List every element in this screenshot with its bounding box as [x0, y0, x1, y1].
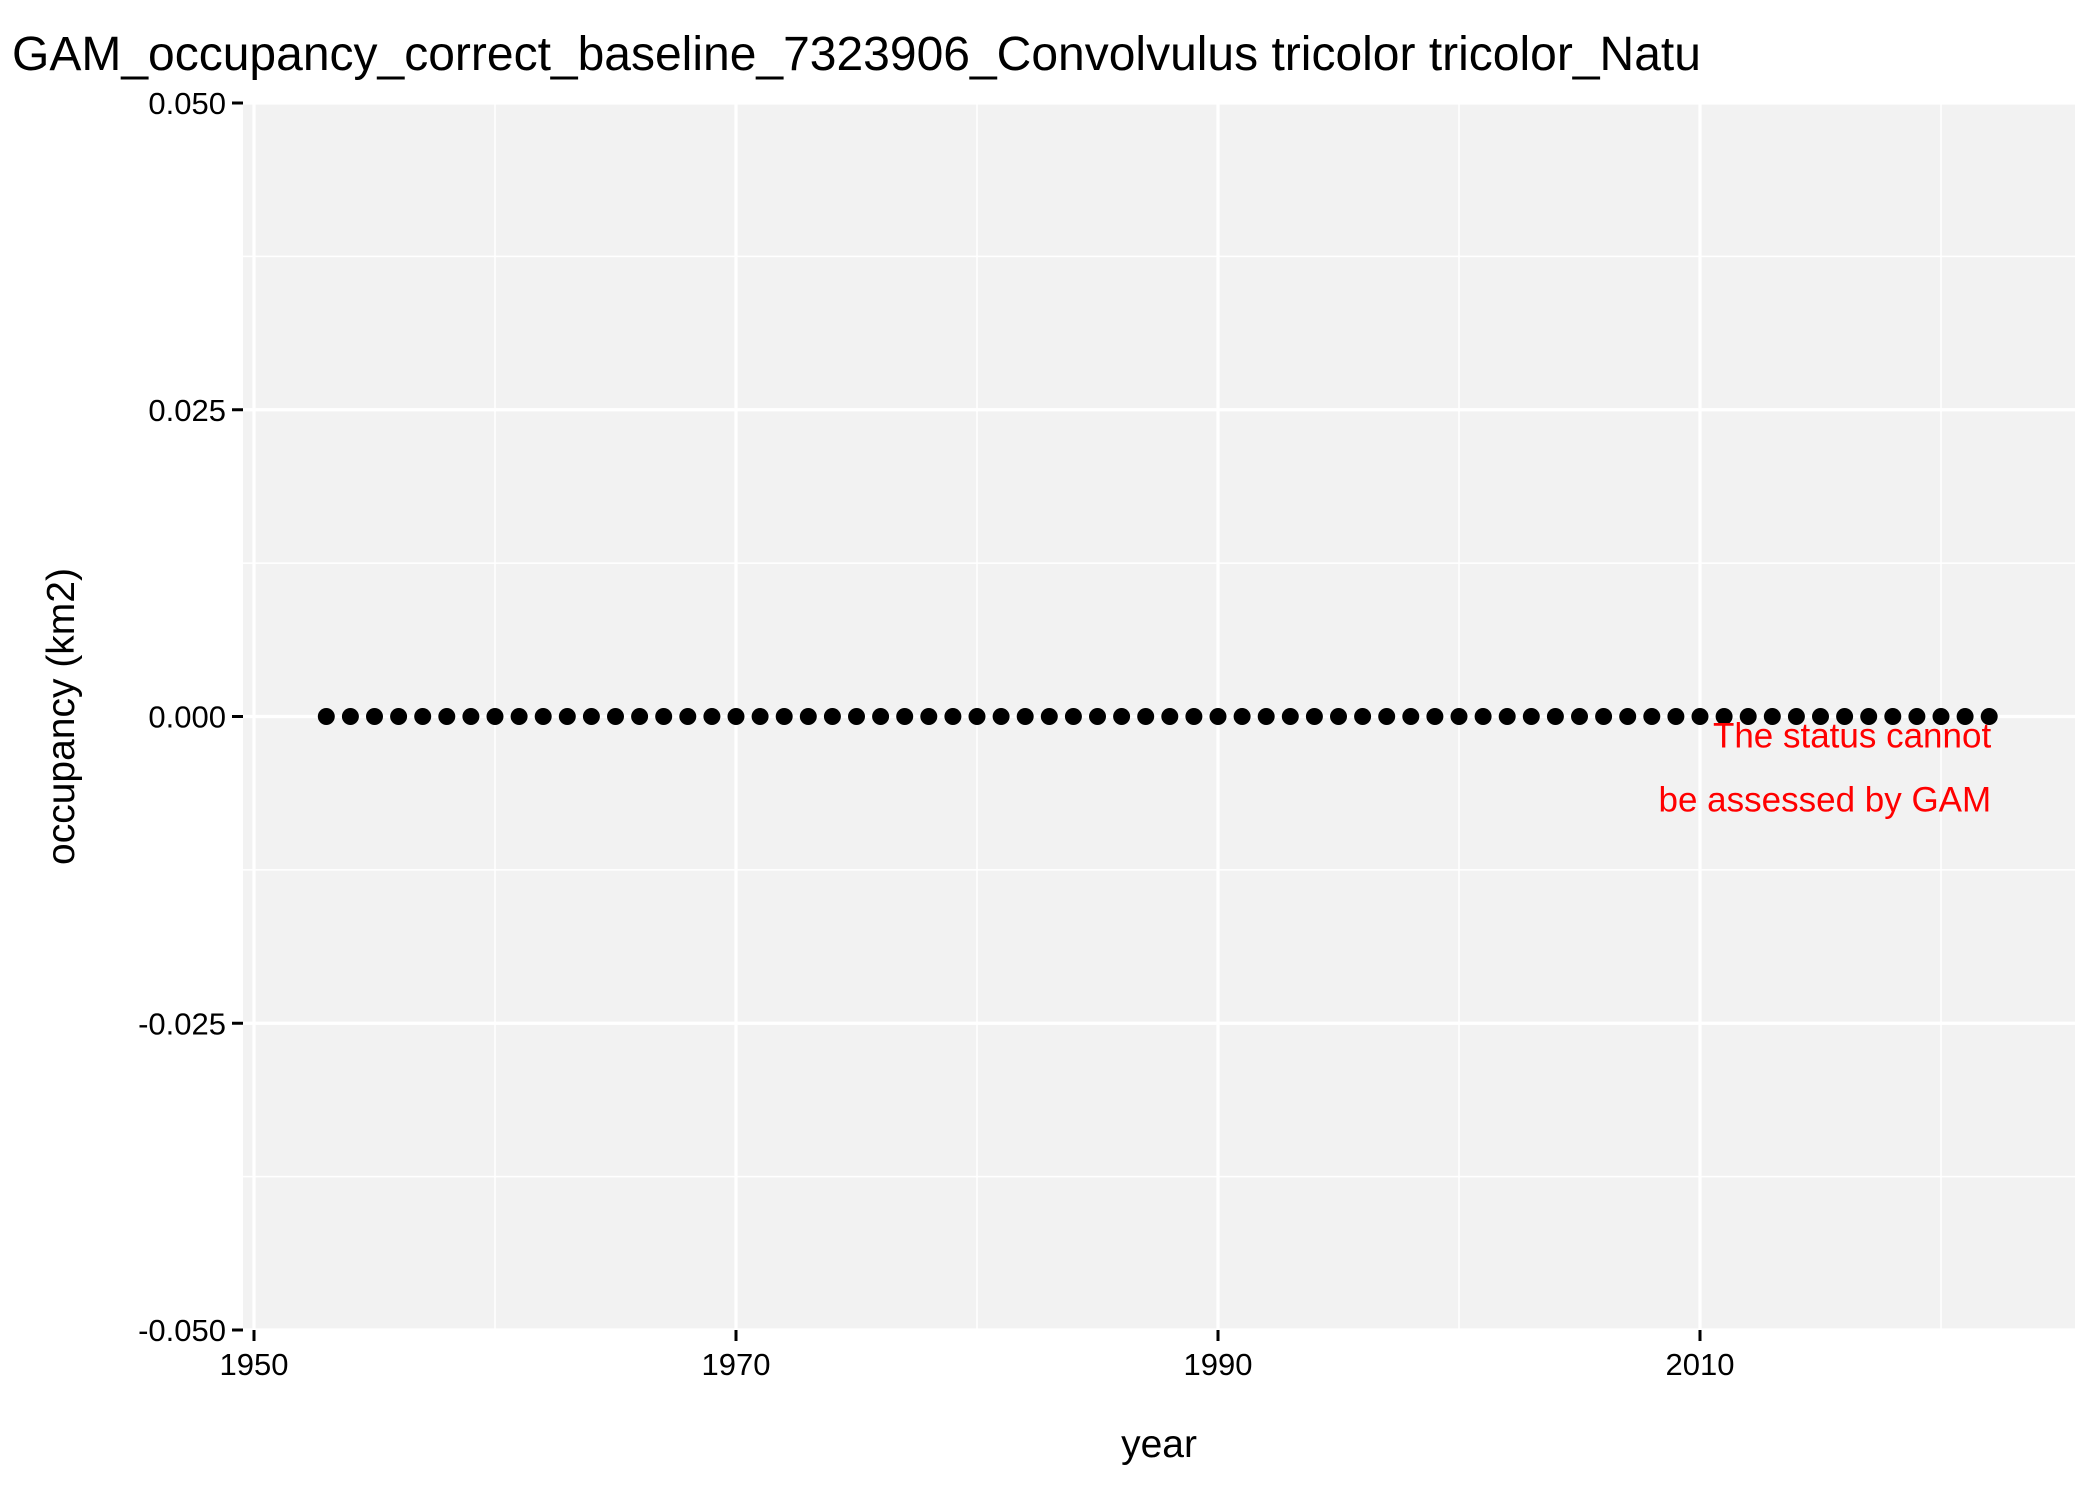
- data-point: [1860, 708, 1878, 725]
- data-point: [1281, 708, 1299, 725]
- data-point: [944, 708, 962, 725]
- data-point: [1980, 708, 1998, 725]
- data-point: [896, 708, 914, 725]
- data-point: [1402, 708, 1420, 725]
- data-point: [848, 708, 865, 725]
- data-point: [534, 708, 552, 725]
- data-point: [703, 708, 721, 725]
- data-point: [438, 708, 456, 725]
- data-point: [1691, 708, 1709, 725]
- y-axis-title: occupancy (km2): [40, 568, 83, 865]
- data-point: [775, 708, 793, 725]
- data-point: [1161, 708, 1179, 725]
- data-point: [1763, 708, 1781, 725]
- data-point: [992, 708, 1010, 725]
- x-tick-label: 1950: [220, 1347, 289, 1382]
- status-annotation: The status cannot be assessed by GAM: [1659, 717, 1992, 820]
- data-point: [1089, 708, 1106, 725]
- data-point: [655, 708, 673, 725]
- data-point: [462, 708, 480, 725]
- data-point: [1522, 708, 1540, 725]
- data-point: [1354, 708, 1372, 725]
- data-point: [1836, 708, 1854, 725]
- data-point: [1378, 708, 1396, 725]
- data-point: [317, 708, 335, 725]
- data-point: [1546, 708, 1564, 725]
- chart-title: GAM_occupancy_correct_baseline_7323906_C…: [12, 28, 1701, 81]
- data-point: [679, 708, 697, 725]
- data-point: [582, 708, 600, 725]
- data-point: [1498, 708, 1516, 725]
- data-point: [1137, 708, 1155, 725]
- data-point: [486, 708, 504, 725]
- data-point: [1908, 708, 1926, 725]
- data-points: [317, 708, 1998, 725]
- x-axis-title: year: [1121, 1423, 1197, 1466]
- data-point: [1619, 708, 1637, 725]
- data-point: [1233, 708, 1251, 725]
- y-tick-label: 0.025: [148, 393, 226, 428]
- data-point: [558, 708, 576, 725]
- data-point: [366, 708, 383, 725]
- y-tick-label: 0.050: [148, 86, 226, 121]
- data-point: [341, 708, 359, 725]
- data-point: [1040, 708, 1058, 725]
- data-point: [631, 708, 649, 725]
- data-point: [1571, 708, 1588, 725]
- data-point: [1113, 708, 1131, 725]
- data-point: [799, 708, 817, 725]
- data-point: [1667, 708, 1685, 725]
- annotation-line: The status cannot: [1713, 717, 1991, 756]
- data-point: [1884, 708, 1902, 725]
- data-point: [1185, 708, 1203, 725]
- data-point: [1016, 708, 1034, 725]
- data-point: [1450, 708, 1468, 725]
- data-point: [1812, 708, 1829, 725]
- data-point: [1064, 708, 1082, 725]
- data-point: [607, 708, 624, 725]
- data-point: [1787, 708, 1805, 725]
- x-tick-label: 1990: [1184, 1347, 1253, 1382]
- data-point: [727, 708, 745, 725]
- data-point: [1209, 708, 1227, 725]
- y-tick-label: 0.000: [148, 700, 226, 735]
- data-point: [510, 708, 528, 725]
- data-point: [1257, 708, 1275, 725]
- x-tick-label: 2010: [1666, 1347, 1735, 1382]
- data-point: [872, 708, 890, 725]
- data-point: [751, 708, 769, 725]
- data-point: [1932, 708, 1950, 725]
- data-point: [1715, 708, 1733, 725]
- y-tick-label: -0.050: [138, 1313, 226, 1348]
- data-point: [823, 708, 841, 725]
- x-tick-label: 1970: [702, 1347, 771, 1382]
- data-point: [1426, 708, 1444, 725]
- data-point: [1330, 708, 1347, 725]
- data-point: [1474, 708, 1492, 725]
- annotation-line: be assessed by GAM: [1659, 781, 1992, 820]
- data-point: [1305, 708, 1323, 725]
- data-point: [390, 708, 408, 725]
- data-point: [968, 708, 986, 725]
- y-tick-label: -0.025: [138, 1006, 226, 1041]
- data-point: [1956, 708, 1974, 725]
- axes: -0.050 -0.025 0.000 0.025 0.050 1950 1970 1990 2…: [138, 86, 1734, 1382]
- data-point: [1595, 708, 1613, 725]
- data-point: [414, 708, 432, 725]
- data-point: [920, 708, 938, 725]
- data-point: [1643, 708, 1661, 725]
- data-point: [1739, 708, 1757, 725]
